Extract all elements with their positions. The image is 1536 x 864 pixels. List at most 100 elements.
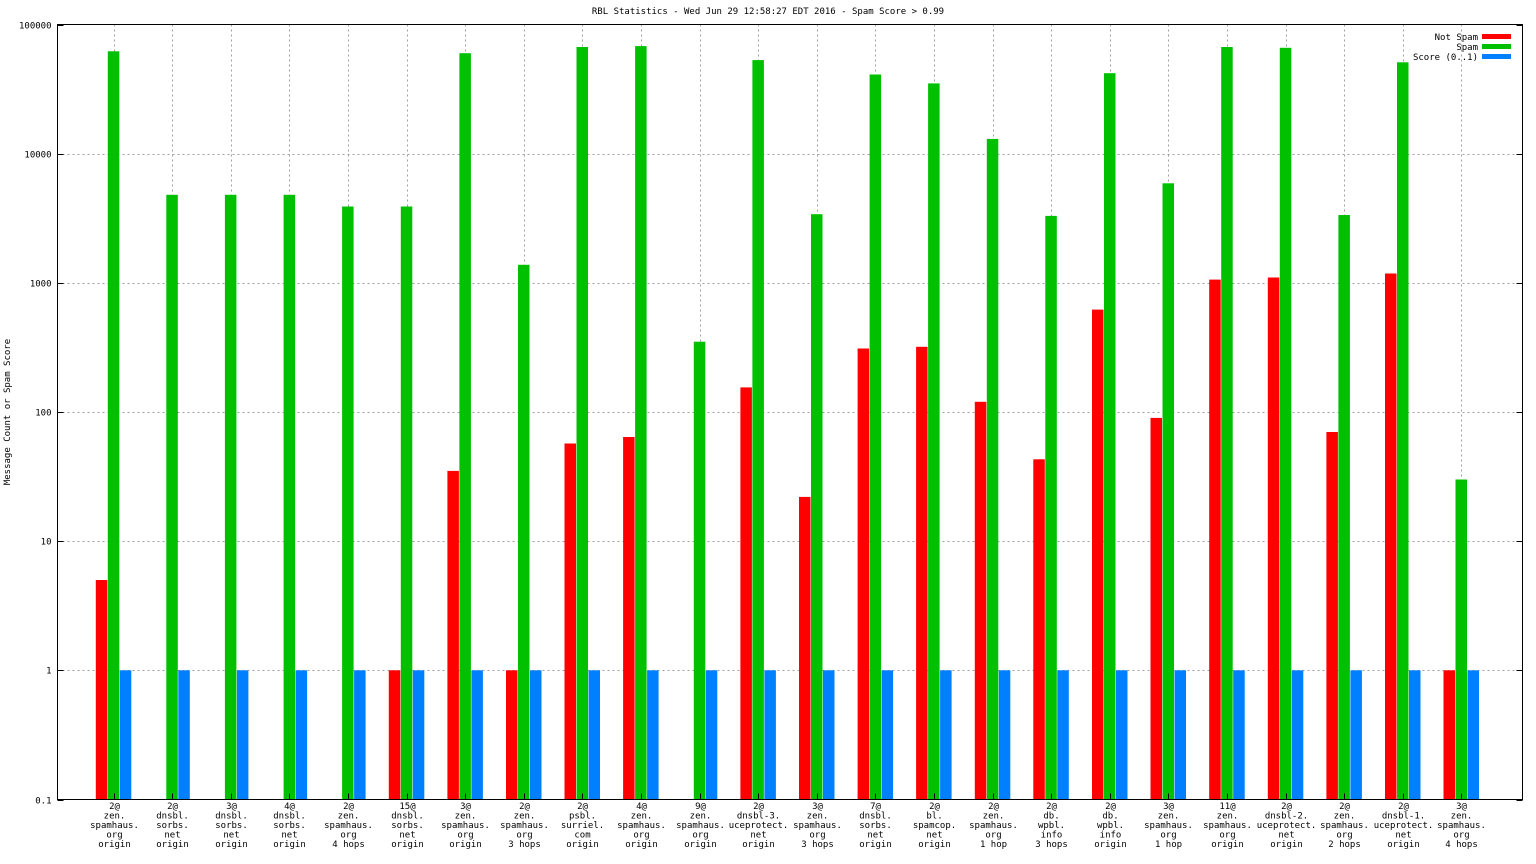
x-tick-label-line: org <box>106 831 122 841</box>
x-tick-label-line: uceprotect. <box>1257 821 1317 831</box>
x-tick-label-line: 9@ <box>695 802 706 812</box>
bar-not-spam <box>623 437 635 800</box>
x-tick-label-line: spamcop. <box>913 821 956 831</box>
bar-score-0-1 <box>647 670 659 800</box>
x-tick-label-line: org <box>809 831 825 841</box>
x-tick-label: 2@ zen. spamhaus. org 3 hops <box>500 802 549 850</box>
x-tick-label-line: zen. <box>1334 812 1356 822</box>
bar-score-0-1 <box>881 670 894 800</box>
x-tick-label-line: net <box>223 831 239 841</box>
x-tick-label-line: origin <box>215 840 248 850</box>
bar-spam <box>986 138 999 800</box>
x-tick-label: 2@ dnsbl-3. uceprotect. net origin <box>729 802 789 850</box>
x-tick-label-line: 3@ <box>1163 802 1174 812</box>
bar-not-spam <box>974 401 987 800</box>
legend-label: Spam <box>1456 43 1478 53</box>
x-tick-label-line: zen. <box>514 812 536 822</box>
bar-spam <box>459 53 471 800</box>
bar-not-spam <box>1092 309 1104 800</box>
x-tick-label-line: 2@ <box>343 802 354 812</box>
y-axis-ticks: 100000 10000 1000 100 10 1 0.1 <box>19 22 1523 807</box>
bar-score-0-1 <box>1291 670 1304 800</box>
x-tick-label-line: spamhaus. <box>793 821 842 831</box>
x-tick-label: 2@ bl. spamcop. net origin <box>913 802 956 850</box>
bar-score-0-1 <box>354 670 366 800</box>
x-tick-label-line: net <box>1278 831 1294 841</box>
x-tick-label-line: 11@ <box>1219 802 1236 812</box>
x-tick-label-line: org <box>985 831 1001 841</box>
bar-score-0-1 <box>1409 670 1421 800</box>
x-tick-label-line: 3@ <box>226 802 237 812</box>
bar-not-spam <box>1033 459 1045 800</box>
y-tick-label: 10000 <box>24 151 51 161</box>
bar-score-0-1 <box>998 670 1011 800</box>
x-tick-label-line: 15@ <box>399 802 416 812</box>
x-tick-label: 2@ dnsbl-1. uceprotect. net origin <box>1374 802 1434 850</box>
x-tick-label-line: net <box>867 831 883 841</box>
x-tick-label-line: origin <box>859 840 892 850</box>
x-tick-label-line: origin <box>566 840 599 850</box>
x-tick-label: 3@ dnsbl. sorbs. net origin <box>215 802 248 850</box>
legend-swatch <box>1482 34 1511 39</box>
bar-score-0-1 <box>1116 670 1128 800</box>
bars <box>95 46 1479 800</box>
x-tick-label-line: origin <box>1094 840 1127 850</box>
x-tick-label-line: sorbs. <box>156 821 189 831</box>
x-tick-label-line: wpbl. <box>1038 821 1065 831</box>
x-tick-label-line: db. <box>1043 812 1059 822</box>
x-tick-label-line: origin <box>156 840 189 850</box>
bar-not-spam <box>1267 277 1280 800</box>
bar-spam <box>752 60 764 800</box>
x-tick-label-line: db. <box>1102 812 1118 822</box>
y-tick-label: 1000 <box>30 280 52 290</box>
x-tick-label-line: origin <box>684 840 717 850</box>
bar-score-0-1 <box>588 670 600 800</box>
x-tick-label-line: zen. <box>1451 812 1473 822</box>
x-tick-label-line: spamhaus. <box>1320 821 1369 831</box>
x-tick-label: 2@ db. wpbl. info 3 hops <box>1035 802 1068 850</box>
x-tick-label-line: spamhaus. <box>441 821 490 831</box>
bar-not-spam <box>740 387 752 800</box>
x-tick-label-line: dnsbl. <box>215 812 248 822</box>
x-tick-label-line: spamhaus. <box>969 821 1018 831</box>
x-tick-label-line: dnsbl-1. <box>1382 812 1425 822</box>
x-tick-label-line: 3 hops <box>1035 840 1068 850</box>
x-tick-label-line: net <box>164 831 180 841</box>
x-tick-label-line: dnsbl. <box>273 812 306 822</box>
x-tick-label-line: org <box>516 831 532 841</box>
x-tick-label-line: uceprotect. <box>729 821 789 831</box>
x-tick-label-line: org <box>633 831 649 841</box>
y-axis-label: Message Count or Spam Score <box>3 339 13 485</box>
x-tick-label-line: sorbs. <box>273 821 306 831</box>
x-tick-label-line: 2@ <box>1398 802 1409 812</box>
x-tick-label-line: dnsbl. <box>156 812 189 822</box>
bar-not-spam <box>1326 432 1338 800</box>
y-tick-label: 100 <box>35 409 51 419</box>
x-tick-label-line: 2 hops <box>1328 840 1361 850</box>
bar-spam <box>811 214 823 800</box>
x-tick-label-line: 2@ <box>1046 802 1057 812</box>
x-tick-label: 9@ zen. spamhaus. org origin <box>676 802 725 850</box>
legend-swatch <box>1482 54 1511 59</box>
x-tick-label-line: 3 hops <box>801 840 834 850</box>
x-tick-label-line: 2@ <box>577 802 588 812</box>
bar-score-0-1 <box>1174 670 1186 800</box>
bar-score-0-1 <box>705 670 718 800</box>
x-tick-label-line: origin <box>1270 840 1303 850</box>
bar-spam <box>107 51 120 800</box>
x-tick-label-line: origin <box>742 840 775 850</box>
x-tick-label-line: org <box>1160 831 1176 841</box>
x-tick-label-line: 4@ <box>284 802 295 812</box>
x-tick-label-line: org <box>457 831 473 841</box>
legend-swatch <box>1482 44 1511 49</box>
bar-score-0-1 <box>1467 670 1479 800</box>
x-tick-label: 2@ psbl. surriel. com origin <box>561 802 604 850</box>
legend-label: Not Spam <box>1435 33 1478 43</box>
x-tick-label-line: net <box>750 831 766 841</box>
bar-not-spam <box>388 670 401 800</box>
x-tick-label-line: 3@ <box>812 802 823 812</box>
x-tick-label-line: spamhaus. <box>500 821 549 831</box>
x-tick-label-line: origin <box>1387 840 1420 850</box>
legend-label: Score (0..1) <box>1413 53 1478 63</box>
